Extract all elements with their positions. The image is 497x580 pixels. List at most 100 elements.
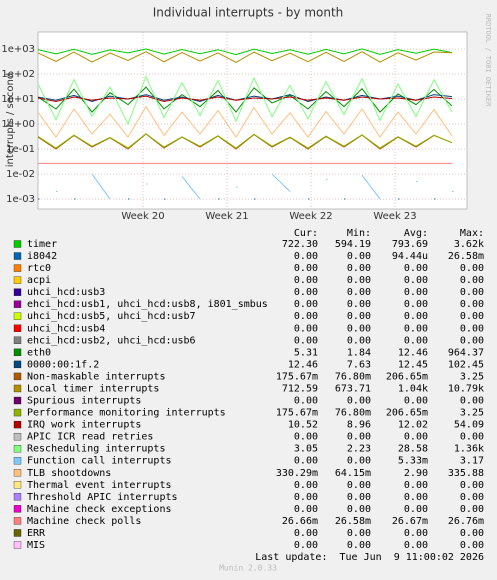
legend-label: eth0 — [27, 347, 51, 358]
watermark: RRDTOOL / TOBI OETIKER — [484, 14, 492, 108]
legend-stat: 0.00 — [294, 528, 318, 539]
legend-label: 0000:00:1f.2 — [27, 359, 99, 370]
legend-stat: 0.00 — [404, 504, 428, 515]
legend-stat: 0.00 — [460, 396, 484, 407]
legend-header: Cur: — [294, 228, 318, 239]
legend-label: Performance monitoring interrupts — [27, 408, 226, 419]
legend-stat: 175.67m — [276, 371, 318, 382]
legend-stat: 0.00 — [460, 287, 484, 298]
legend-stat: 0.00 — [404, 540, 428, 551]
legend-stat: 1.36k — [454, 444, 484, 455]
legend-label: Thermal event interrupts — [27, 480, 172, 491]
legend-stat: 594.19 — [335, 239, 371, 250]
legend-stat: 0.00 — [460, 263, 484, 274]
legend-stat: 330.29m — [276, 468, 318, 479]
legend-stat: 0.00 — [404, 311, 428, 322]
legend-stat: 3.05 — [294, 444, 318, 455]
legend-swatch — [13, 336, 22, 344]
legend-stat: 0.00 — [460, 432, 484, 443]
legend-swatch — [13, 408, 22, 417]
legend-stat: 206.65m — [386, 371, 428, 382]
legend-stat: 712.59 — [282, 383, 318, 394]
legend-stat: 0.00 — [404, 263, 428, 274]
legend-stat: 0.00 — [347, 287, 371, 298]
legend-swatch — [13, 288, 22, 296]
legend-stat: 102.45 — [448, 359, 484, 370]
legend-swatch — [13, 457, 22, 465]
legend-label: ehci_hcd:usb2, uhci_hcd:usb6 — [27, 335, 196, 346]
legend-stat: 0.00 — [347, 263, 371, 274]
legend-stat: 0.00 — [404, 299, 428, 310]
chart-title: Individual interrupts - by month — [153, 6, 344, 20]
series-line — [37, 133, 453, 149]
legend-swatch — [13, 300, 22, 308]
legend-stat: 0.00 — [294, 335, 318, 346]
legend-stat: 0.00 — [294, 311, 318, 322]
legend-swatch — [13, 384, 22, 393]
y-tick-label: 1e-01 — [6, 144, 35, 155]
legend-stat: 175.67m — [276, 408, 318, 419]
y-axis-label: interrupts / second — [5, 73, 16, 167]
y-tick-label: 1e-02 — [6, 169, 35, 180]
legend-stat: 26.67m — [392, 516, 428, 527]
legend-stat: 0.00 — [460, 311, 484, 322]
legend-stat: 0.00 — [294, 540, 318, 551]
legend-label: ehci_hcd:usb1, uhci_hcd:usb8, i801_smbus — [27, 299, 268, 310]
legend-stat: 0.00 — [294, 251, 318, 262]
legend-stat: 0.00 — [460, 275, 484, 286]
legend-stat: 0.00 — [347, 275, 371, 286]
legend-stat: 0.00 — [460, 299, 484, 310]
legend-stat: 64.15m — [335, 468, 371, 479]
plot-border — [37, 31, 468, 210]
legend-swatch — [13, 252, 22, 260]
y-tick-label: 1e+02 — [1, 69, 35, 80]
legend-stat: 0.00 — [347, 528, 371, 539]
legend-swatch — [13, 396, 22, 405]
legend-stat: 206.65m — [386, 408, 428, 419]
legend-stat: 26.76m — [448, 516, 484, 527]
y-tick-label: 1e+01 — [1, 94, 35, 105]
legend-stat: 0.00 — [294, 323, 318, 334]
legend-stat: 0.00 — [347, 311, 371, 322]
legend-label: ERR — [27, 528, 46, 539]
x-tick-label: Week 23 — [373, 211, 416, 222]
legend-stat: 0.00 — [294, 504, 318, 515]
footer: Munin 2.0.33 — [219, 564, 277, 573]
legend-label: i8042 — [27, 251, 57, 262]
series-line — [56, 173, 454, 200]
legend-stat: 0.00 — [404, 492, 428, 503]
legend-swatch — [13, 276, 22, 284]
legend-stat: 26.66m — [282, 516, 318, 527]
legend-stat: 76.80m — [335, 408, 371, 419]
y-tick-label: 1e+00 — [1, 119, 35, 130]
legend-label: rtc0 — [27, 263, 51, 274]
last-update: Last update: Tue Jun 9 11:00:02 2026 — [255, 552, 484, 563]
legend-stat: 0.00 — [460, 492, 484, 503]
legend-stat: 0.00 — [404, 432, 428, 443]
legend-label: TLB shootdowns — [27, 468, 111, 479]
y-tick-label: 1e+03 — [1, 44, 35, 55]
legend-stat: 12.02 — [398, 420, 428, 431]
legend-swatch — [13, 445, 22, 453]
legend-stat: 0.00 — [294, 275, 318, 286]
legend-stat: 0.00 — [347, 396, 371, 407]
legend-stat: 0.00 — [460, 480, 484, 491]
legend-stat: 0.00 — [460, 335, 484, 346]
legend-stat: 0.00 — [404, 396, 428, 407]
legend-stat: 0.00 — [294, 263, 318, 274]
legend-stat: 3.17 — [460, 456, 484, 467]
legend-swatch — [13, 360, 22, 369]
legend-swatch — [13, 493, 22, 501]
legend-label: Function call interrupts — [27, 456, 172, 467]
legend-stat: 3.62k — [454, 239, 484, 250]
legend-stat: 0.00 — [294, 492, 318, 503]
legend-swatch — [13, 420, 22, 429]
legend-stat: 26.58m — [335, 516, 371, 527]
legend-swatch — [13, 517, 22, 525]
legend-stat: 0.00 — [347, 251, 371, 262]
legend-stat: 5.31 — [294, 347, 318, 358]
legend-stat: 0.00 — [294, 299, 318, 310]
legend-stat: 0.00 — [404, 335, 428, 346]
legend-stat: 12.45 — [398, 359, 428, 370]
